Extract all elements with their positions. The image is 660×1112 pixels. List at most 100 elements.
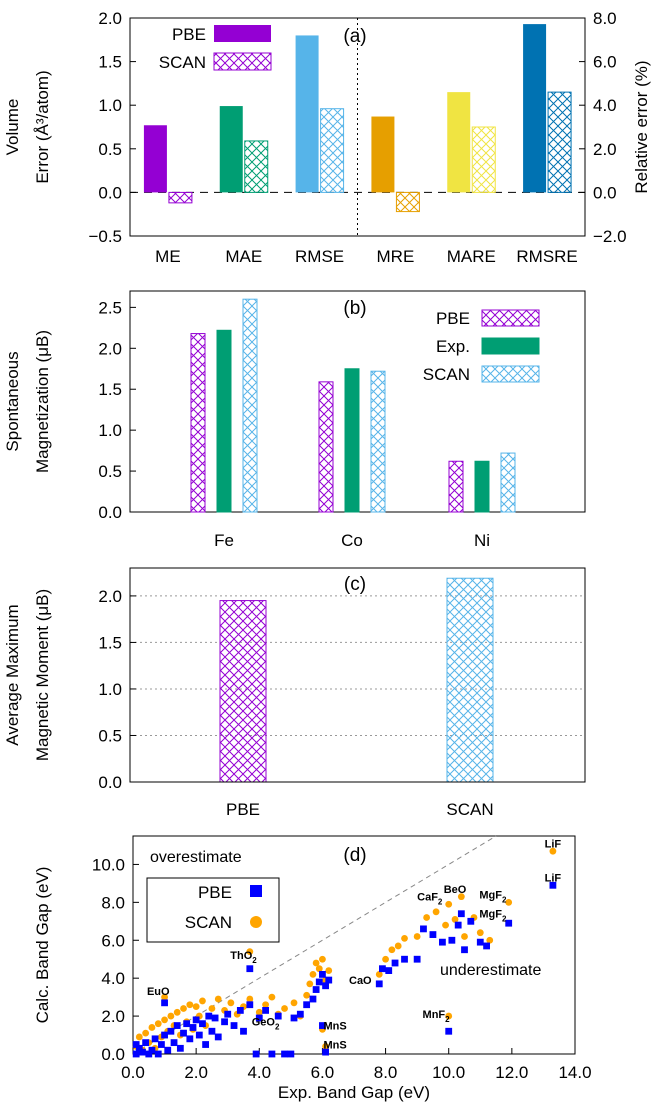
scan-point (186, 1001, 194, 1009)
y-tick-label: 1.0 (98, 421, 122, 440)
scan-point (442, 921, 449, 929)
scan-point (382, 955, 389, 963)
bar-exp-fe (216, 329, 232, 513)
pbe-point (180, 1029, 187, 1037)
pbe-point (268, 1050, 276, 1058)
scan-point (315, 965, 323, 973)
y-tick-label: 0.0 (98, 773, 122, 792)
annotation-label: MnF2 (423, 1009, 451, 1024)
scan-point (199, 997, 206, 1005)
scan-point (394, 942, 402, 950)
scan-point (167, 1012, 175, 1020)
scan-point (388, 946, 396, 954)
x-tick-label: MARE (447, 247, 496, 266)
annotation-label: MnS (323, 1020, 346, 1032)
pbe-point (221, 1018, 228, 1026)
pbe-point (189, 1024, 197, 1031)
scan-point (142, 1029, 150, 1037)
scan-point (303, 991, 311, 999)
pbe-point (199, 1020, 206, 1028)
pbe-point (230, 1022, 238, 1029)
pbe-point (158, 1041, 165, 1048)
pbe-point (325, 976, 333, 984)
scan-point (445, 1012, 453, 1020)
annotation-text: CaF (417, 891, 438, 903)
annotation-label: CaF2 (417, 891, 443, 906)
x-tick-label: 0.0 (121, 1063, 145, 1082)
scan-point (148, 1024, 156, 1031)
panel-label: (a) (343, 26, 366, 47)
scan-point (154, 1020, 162, 1028)
x-axis-label: Exp. Band Gap (eV) (278, 1083, 430, 1102)
pbe-point (375, 980, 383, 988)
x-tick-label: 6.0 (311, 1063, 335, 1082)
annotation-subscript: 2 (252, 956, 257, 965)
x-tick-label: 12.0 (495, 1063, 528, 1082)
x-tick-label: 2.0 (184, 1063, 208, 1082)
scan-point (549, 847, 557, 855)
region-label-over: overestimate (150, 849, 242, 866)
scan-point (445, 900, 453, 908)
pbe-point (139, 1048, 146, 1056)
y-tick-label: 2.0 (98, 587, 122, 606)
scan-point (319, 955, 326, 963)
pbe-point (148, 1046, 156, 1054)
pbe-point (461, 946, 468, 954)
bar-scan-mae (244, 140, 269, 193)
pbe-point (132, 1050, 140, 1058)
bar-scan-fe (242, 298, 258, 513)
pbe-point (457, 910, 465, 918)
pbe-point (274, 1012, 282, 1020)
y-tick-label: 1.5 (98, 380, 122, 399)
scan-point (401, 934, 408, 942)
y-tick-label: 1.0 (98, 96, 122, 115)
x-tick-label: Fe (214, 531, 234, 550)
pbe-point (445, 1027, 453, 1035)
scan-point (451, 916, 459, 923)
pbe-point (224, 1010, 232, 1018)
y-tick-label: 0.0 (98, 503, 122, 522)
annotation-label: LiF (545, 872, 562, 884)
y-tick-label: 0.5 (98, 140, 122, 159)
annotation-text: GeO (252, 1017, 276, 1029)
x-tick-label: 14.0 (558, 1063, 591, 1082)
y-tick-label: −0.5 (88, 227, 122, 246)
pbe-point (183, 1020, 191, 1028)
y-axis-label-line1: Spontaneous (3, 351, 22, 451)
y-tick-label: 0.5 (98, 462, 122, 481)
bar-pbe-co (318, 381, 334, 513)
pbe-point (208, 1027, 216, 1035)
panel-label: (c) (344, 574, 366, 595)
panel-d-band-gap: 0.0 2.0 4.0 6.0 8.0 10.0 12.0 14.0 0.0 2.0 4.0 6.0 8… (33, 835, 592, 1102)
y-tick-label: 2.0 (98, 339, 122, 358)
scan-point (262, 1001, 269, 1009)
pbe-point (154, 1050, 162, 1058)
legend-swatch (481, 365, 540, 383)
plot-frame (129, 567, 586, 783)
pbe-point (262, 1007, 269, 1014)
scan-point (413, 933, 421, 940)
annotation-subscript: 2 (275, 1023, 280, 1032)
annotation-text: BeO (444, 884, 467, 896)
legend-swatch (481, 337, 540, 355)
pbe-point (309, 995, 317, 1003)
scan-point (432, 908, 440, 916)
scan-point (208, 1005, 216, 1012)
x-tick-label: 8.0 (374, 1063, 398, 1082)
x-tick-label: Co (341, 531, 363, 550)
annotation-subscript: 2 (502, 896, 507, 905)
pbe-point (255, 1014, 263, 1022)
annotation-label: MgF2 (479, 890, 507, 905)
pbe-point (211, 1014, 219, 1022)
y-tick-label: 1.5 (98, 633, 122, 652)
pbe-point (549, 881, 557, 889)
scan-point (309, 970, 317, 978)
bar-pbe-mare (447, 92, 471, 193)
x-tick-label: PBE (226, 800, 260, 819)
annotation-text: MnS (323, 1039, 346, 1051)
y-right-tick-label: 6.0 (593, 53, 617, 72)
y-axis-label-line2: Error (Å³/atom) (33, 70, 52, 183)
y-axis-label-line2: Magnetic Moment (μB) (33, 589, 52, 761)
annotation-label: GeO2 (252, 1017, 280, 1032)
